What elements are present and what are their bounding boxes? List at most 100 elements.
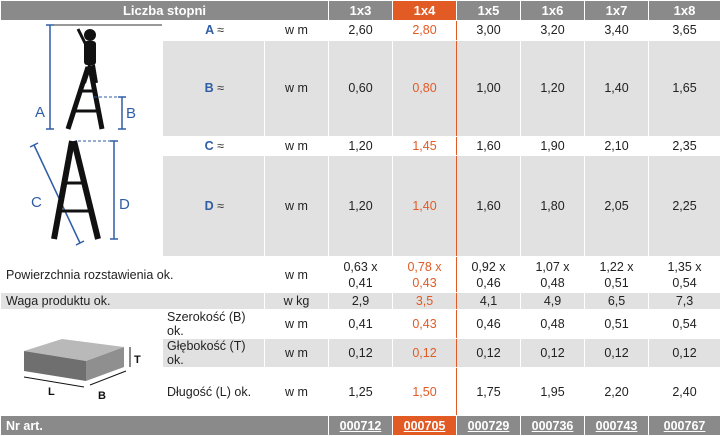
- row-area: Powierzchnia rozstawienia ok. w m 0,63 x…: [1, 257, 720, 293]
- row-c: C D C ≈ w m 1,20 1,45 1,60 1,90 2,10 2,3…: [1, 137, 720, 156]
- cell: 0,12: [585, 339, 649, 368]
- cell: 2,20: [585, 368, 649, 416]
- cell: 1,95: [521, 368, 585, 416]
- cell: 0,46: [457, 310, 521, 339]
- steps-header: Liczba stopni: [1, 1, 329, 21]
- ladder-side-icon: C D: [2, 137, 162, 253]
- cell: 2,80: [393, 21, 457, 41]
- cell: 2,60: [329, 21, 393, 41]
- svg-text:C: C: [31, 194, 42, 211]
- cell: 4,9: [521, 293, 585, 310]
- cell: 0,12: [649, 339, 720, 368]
- article-link-000767[interactable]: 000767: [664, 419, 706, 433]
- svg-text:A: A: [35, 104, 45, 121]
- article-link-000729[interactable]: 000729: [468, 419, 510, 433]
- cell: 1,90: [521, 137, 585, 156]
- cell: 0,12: [393, 339, 457, 368]
- article-link-000736[interactable]: 000736: [532, 419, 574, 433]
- cell: 2,40: [649, 368, 720, 416]
- cell: 1,20: [521, 40, 585, 137]
- article-cell: 000736: [521, 416, 585, 436]
- cell: 1,60: [457, 156, 521, 257]
- label-width: Szerokość (B) ok.: [163, 310, 265, 339]
- cell: 1,20: [329, 156, 393, 257]
- cell: 3,40: [585, 21, 649, 41]
- header-row: Liczba stopni 1x3 1x4 1x5 1x6 1x7 1x8: [1, 1, 720, 21]
- col-1x4: 1x4: [393, 1, 457, 21]
- col-1x7: 1x7: [585, 1, 649, 21]
- cell: 1,65: [649, 40, 720, 137]
- label-area: Powierzchnia rozstawienia ok.: [1, 257, 265, 293]
- article-link-000743[interactable]: 000743: [596, 419, 638, 433]
- label-a: A ≈: [163, 21, 265, 41]
- unit-depth: w m: [265, 339, 329, 368]
- col-1x5: 1x5: [457, 1, 521, 21]
- cell: 1,45: [393, 137, 457, 156]
- article-label: Nr art.: [1, 416, 329, 436]
- svg-text:D: D: [119, 196, 130, 213]
- cell: 1,20: [329, 137, 393, 156]
- cell: 3,20: [521, 21, 585, 41]
- cell: 6,5: [585, 293, 649, 310]
- unit-a: w m: [265, 21, 329, 41]
- article-cell: 000705: [393, 416, 457, 436]
- unit-c: w m: [265, 137, 329, 156]
- cell: 2,10: [585, 137, 649, 156]
- cell: 0,12: [521, 339, 585, 368]
- cell: 3,65: [649, 21, 720, 41]
- unit-d: w m: [265, 156, 329, 257]
- cell: 1,75: [457, 368, 521, 416]
- article-row: Nr art. 000712 000705 000729 000736 0007…: [1, 416, 720, 436]
- cell: 1,40: [393, 156, 457, 257]
- label-length: Długość (L) ok.: [163, 368, 265, 416]
- packaging-box-icon: T L B: [2, 319, 162, 403]
- col-1x3: 1x3: [329, 1, 393, 21]
- col-1x8: 1x8: [649, 1, 720, 21]
- cell: 1,50: [393, 368, 457, 416]
- ladder-person-icon: A B: [2, 21, 162, 133]
- svg-text:L: L: [48, 386, 55, 398]
- cell: 0,12: [457, 339, 521, 368]
- cell: 0,60: [329, 40, 393, 137]
- unit-area: w m: [265, 257, 329, 293]
- label-c: C ≈: [163, 137, 265, 156]
- row-width: T L B Szerokość (B) ok. w m 0,41 0,43 0,…: [1, 310, 720, 339]
- col-1x6: 1x6: [521, 1, 585, 21]
- article-cell: 000712: [329, 416, 393, 436]
- cell: 0,41: [329, 310, 393, 339]
- row-a: A B A ≈ w m 2,60 2,8: [1, 21, 720, 41]
- cell: 0,43: [393, 310, 457, 339]
- cell: 3,00: [457, 21, 521, 41]
- cell: 0,54: [649, 310, 720, 339]
- cell: 3,5: [393, 293, 457, 310]
- svg-text:B: B: [98, 390, 106, 402]
- cell: 4,1: [457, 293, 521, 310]
- ladder-height-diagram: A B: [1, 21, 163, 137]
- cell: 2,9: [329, 293, 393, 310]
- cell: 1,80: [521, 156, 585, 257]
- cell: 1,25: [329, 368, 393, 416]
- cell: 2,35: [649, 137, 720, 156]
- ladder-open-diagram: C D: [1, 137, 163, 257]
- unit-width: w m: [265, 310, 329, 339]
- cell: 7,3: [649, 293, 720, 310]
- cell: 2,05: [585, 156, 649, 257]
- unit-b: w m: [265, 40, 329, 137]
- cell: 2,25: [649, 156, 720, 257]
- article-cell: 000767: [649, 416, 720, 436]
- label-d: D ≈: [163, 156, 265, 257]
- unit-weight: w kg: [265, 293, 329, 310]
- cell: 1,60: [457, 137, 521, 156]
- article-cell: 000729: [457, 416, 521, 436]
- article-link-000705[interactable]: 000705: [404, 419, 446, 433]
- article-link-000712[interactable]: 000712: [340, 419, 382, 433]
- box-diagram: T L B: [1, 310, 163, 416]
- cell: 0,12: [329, 339, 393, 368]
- cell: 1,00: [457, 40, 521, 137]
- label-depth: Głębokość (T) ok.: [163, 339, 265, 368]
